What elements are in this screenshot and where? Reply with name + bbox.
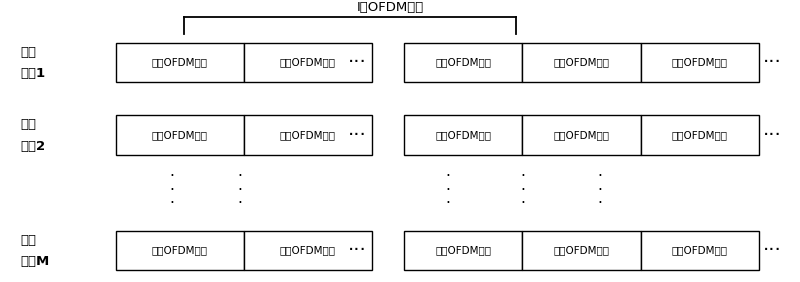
Bar xyxy=(116,43,244,82)
Text: ·: · xyxy=(170,182,174,198)
Bar xyxy=(404,231,522,270)
Text: ···: ··· xyxy=(348,53,367,72)
Bar xyxy=(244,43,372,82)
Text: 数据OFDM符号: 数据OFDM符号 xyxy=(435,245,491,255)
Text: 数据OFDM符号: 数据OFDM符号 xyxy=(672,130,728,140)
Bar xyxy=(522,43,641,82)
Text: 导频OFDM符号: 导频OFDM符号 xyxy=(152,245,208,255)
Text: ·: · xyxy=(446,169,450,184)
Bar xyxy=(404,115,522,155)
Text: 数据OFDM符号: 数据OFDM符号 xyxy=(280,245,336,255)
Text: ·: · xyxy=(170,169,174,184)
Text: ·: · xyxy=(598,169,602,184)
Text: 发送: 发送 xyxy=(20,233,36,246)
Text: 数据OFDM符号: 数据OFDM符号 xyxy=(280,130,336,140)
Text: 数据OFDM符号: 数据OFDM符号 xyxy=(672,58,728,67)
Text: ·: · xyxy=(520,196,525,211)
Bar xyxy=(404,43,522,82)
Text: ·: · xyxy=(598,196,602,211)
Text: ·: · xyxy=(598,182,602,198)
Text: ·: · xyxy=(520,182,525,198)
Text: I个OFDM符号: I个OFDM符号 xyxy=(356,1,424,14)
Bar xyxy=(116,231,244,270)
Bar xyxy=(641,231,759,270)
Bar xyxy=(244,115,372,155)
Text: 导频OFDM符号: 导频OFDM符号 xyxy=(554,245,610,255)
Text: 导频OFDM符号: 导频OFDM符号 xyxy=(152,58,208,67)
Text: ···: ··· xyxy=(762,241,782,260)
Text: 导频OFDM符号: 导频OFDM符号 xyxy=(152,130,208,140)
Bar xyxy=(244,231,372,270)
Text: 发送: 发送 xyxy=(20,45,36,59)
Text: 天线2: 天线2 xyxy=(20,140,45,153)
Text: 数据OFDM符号: 数据OFDM符号 xyxy=(672,245,728,255)
Text: 数据OFDM符号: 数据OFDM符号 xyxy=(280,58,336,67)
Text: ···: ··· xyxy=(762,126,782,145)
Text: ···: ··· xyxy=(348,241,367,260)
Bar xyxy=(641,43,759,82)
Text: ···: ··· xyxy=(762,53,782,72)
Text: 数据OFDM符号: 数据OFDM符号 xyxy=(435,130,491,140)
Text: ·: · xyxy=(238,169,242,184)
Text: ·: · xyxy=(170,196,174,211)
Bar xyxy=(116,115,244,155)
Text: 天线M: 天线M xyxy=(20,255,50,268)
Text: ···: ··· xyxy=(348,126,367,145)
Text: ·: · xyxy=(238,182,242,198)
Text: ·: · xyxy=(446,196,450,211)
Bar xyxy=(522,115,641,155)
Text: ·: · xyxy=(520,169,525,184)
Bar xyxy=(522,231,641,270)
Text: 数据OFDM符号: 数据OFDM符号 xyxy=(435,58,491,67)
Text: 发送: 发送 xyxy=(20,118,36,131)
Text: ·: · xyxy=(238,196,242,211)
Text: 导频OFDM符号: 导频OFDM符号 xyxy=(554,58,610,67)
Text: 天线1: 天线1 xyxy=(20,67,45,80)
Text: 导频OFDM符号: 导频OFDM符号 xyxy=(554,130,610,140)
Bar xyxy=(641,115,759,155)
Text: ·: · xyxy=(446,182,450,198)
